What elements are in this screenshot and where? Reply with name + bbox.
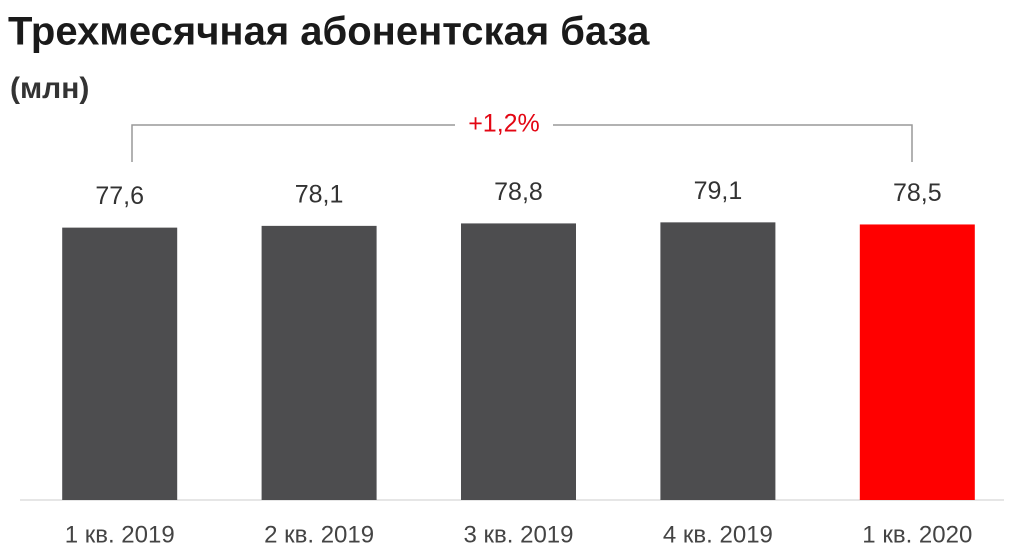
x-tick-label: 1 кв. 2020	[862, 521, 972, 548]
bracket-right	[553, 124, 913, 162]
value-label: 78,1	[295, 180, 344, 208]
chart-title: Трехмесячная абонентская база	[8, 10, 650, 54]
x-tick-label: 4 кв. 2019	[663, 521, 773, 548]
x-tick-label: 1 кв. 2019	[65, 521, 175, 548]
value-label: 78,5	[893, 179, 942, 207]
bracket-left	[131, 124, 455, 162]
x-tick-label: 2 кв. 2019	[264, 521, 374, 548]
value-label: 78,8	[494, 178, 543, 206]
growth-annotation: +1,2%	[468, 110, 540, 138]
value-label: 79,1	[694, 177, 743, 205]
chart-subtitle: (млн)	[10, 72, 89, 105]
bar	[261, 225, 377, 500]
bar	[660, 222, 776, 500]
x-tick-label: 3 кв. 2019	[464, 521, 574, 548]
bar	[859, 224, 975, 500]
bar	[62, 227, 178, 500]
value-label: 77,6	[95, 182, 144, 210]
bar	[461, 223, 576, 501]
bracket	[131, 124, 913, 162]
